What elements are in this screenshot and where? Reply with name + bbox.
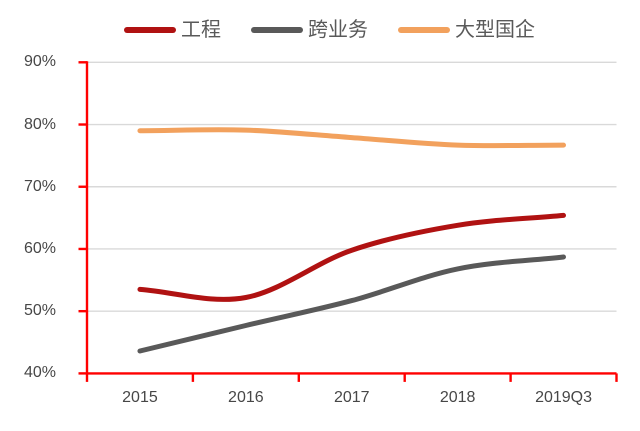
series-line [137,127,566,149]
y-axis-label: 60% [23,239,56,257]
legend-swatch-engineering [124,27,176,33]
legend-swatch-cross-business [251,27,303,33]
legend-swatch-large-soe [398,27,450,33]
y-axis-label: 50% [23,302,56,320]
legend-label-engineering: 工程 [181,19,221,41]
chart-legend: 工程 跨业务 大型国企 [124,20,535,40]
legend-item-cross-business: 跨业务 [251,20,368,40]
x-axis-label: 2015 [122,389,158,406]
legend-item-engineering: 工程 [124,20,221,40]
x-axis-label: 2017 [333,389,370,406]
series-line [137,254,566,354]
y-axis-label: 40% [23,364,56,382]
y-axis-label: 70% [23,177,56,195]
series-line [137,212,566,302]
x-axis-label: 2019Q3 [535,389,593,406]
legend-label-cross-business: 跨业务 [308,19,368,41]
legend-item-large-soe: 大型国企 [398,20,535,40]
y-axis-label: 80% [23,115,56,133]
y-axis-label: 90% [23,53,56,71]
x-axis-label: 2018 [439,389,476,406]
legend-label-large-soe: 大型国企 [455,19,535,41]
x-axis-label: 2016 [228,389,264,406]
